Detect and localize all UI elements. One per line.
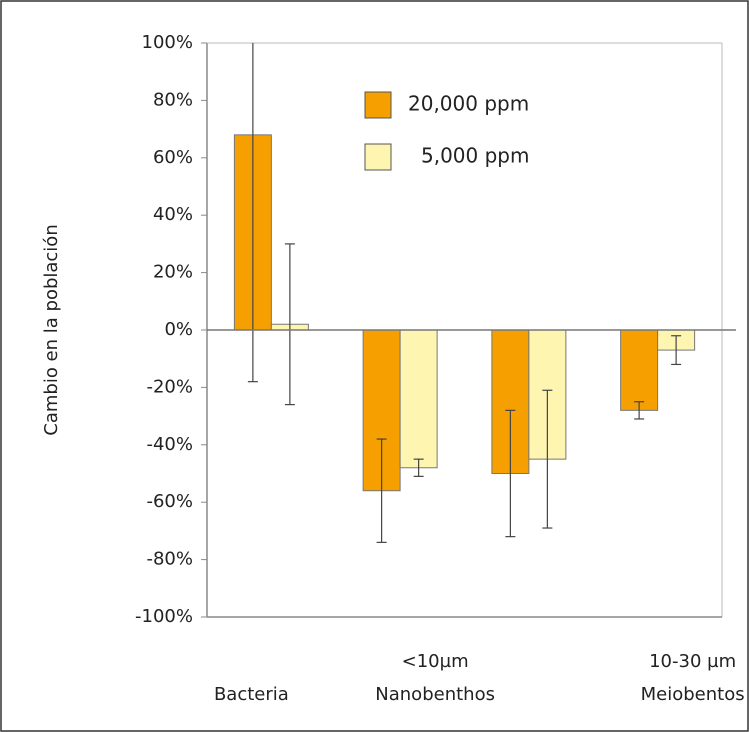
y-tick-label: -20% bbox=[146, 376, 193, 397]
x-tick-label: <10µm bbox=[402, 651, 469, 672]
y-tick-label: -40% bbox=[146, 434, 193, 455]
bar bbox=[620, 329, 659, 411]
y-tick-label: 100% bbox=[142, 32, 193, 53]
y-tick-label: -100% bbox=[135, 606, 193, 627]
legend-swatch bbox=[364, 91, 392, 119]
y-tick-label: 60% bbox=[153, 147, 193, 168]
x-tick-label: Bacteria bbox=[214, 684, 289, 705]
y-tick-label: 40% bbox=[153, 204, 193, 225]
y-tick-label: -60% bbox=[146, 491, 193, 512]
y-tick-label: 20% bbox=[153, 262, 193, 283]
legend-label: 5,000 ppm bbox=[421, 144, 530, 168]
legend-swatch bbox=[364, 143, 392, 171]
y-tick-label: -80% bbox=[146, 549, 193, 570]
x-tick-label: 10-30 µm bbox=[649, 651, 736, 672]
y-axis-label: Cambio en la población bbox=[41, 224, 62, 435]
y-tick-label: 80% bbox=[153, 89, 193, 110]
bar bbox=[399, 329, 438, 469]
legend-label: 20,000 ppm bbox=[408, 92, 529, 116]
x-tick-label: Meiobentos bbox=[641, 684, 745, 705]
y-tick-label: 0% bbox=[164, 319, 193, 340]
x-tick-label: Nanobenthos bbox=[375, 684, 495, 705]
